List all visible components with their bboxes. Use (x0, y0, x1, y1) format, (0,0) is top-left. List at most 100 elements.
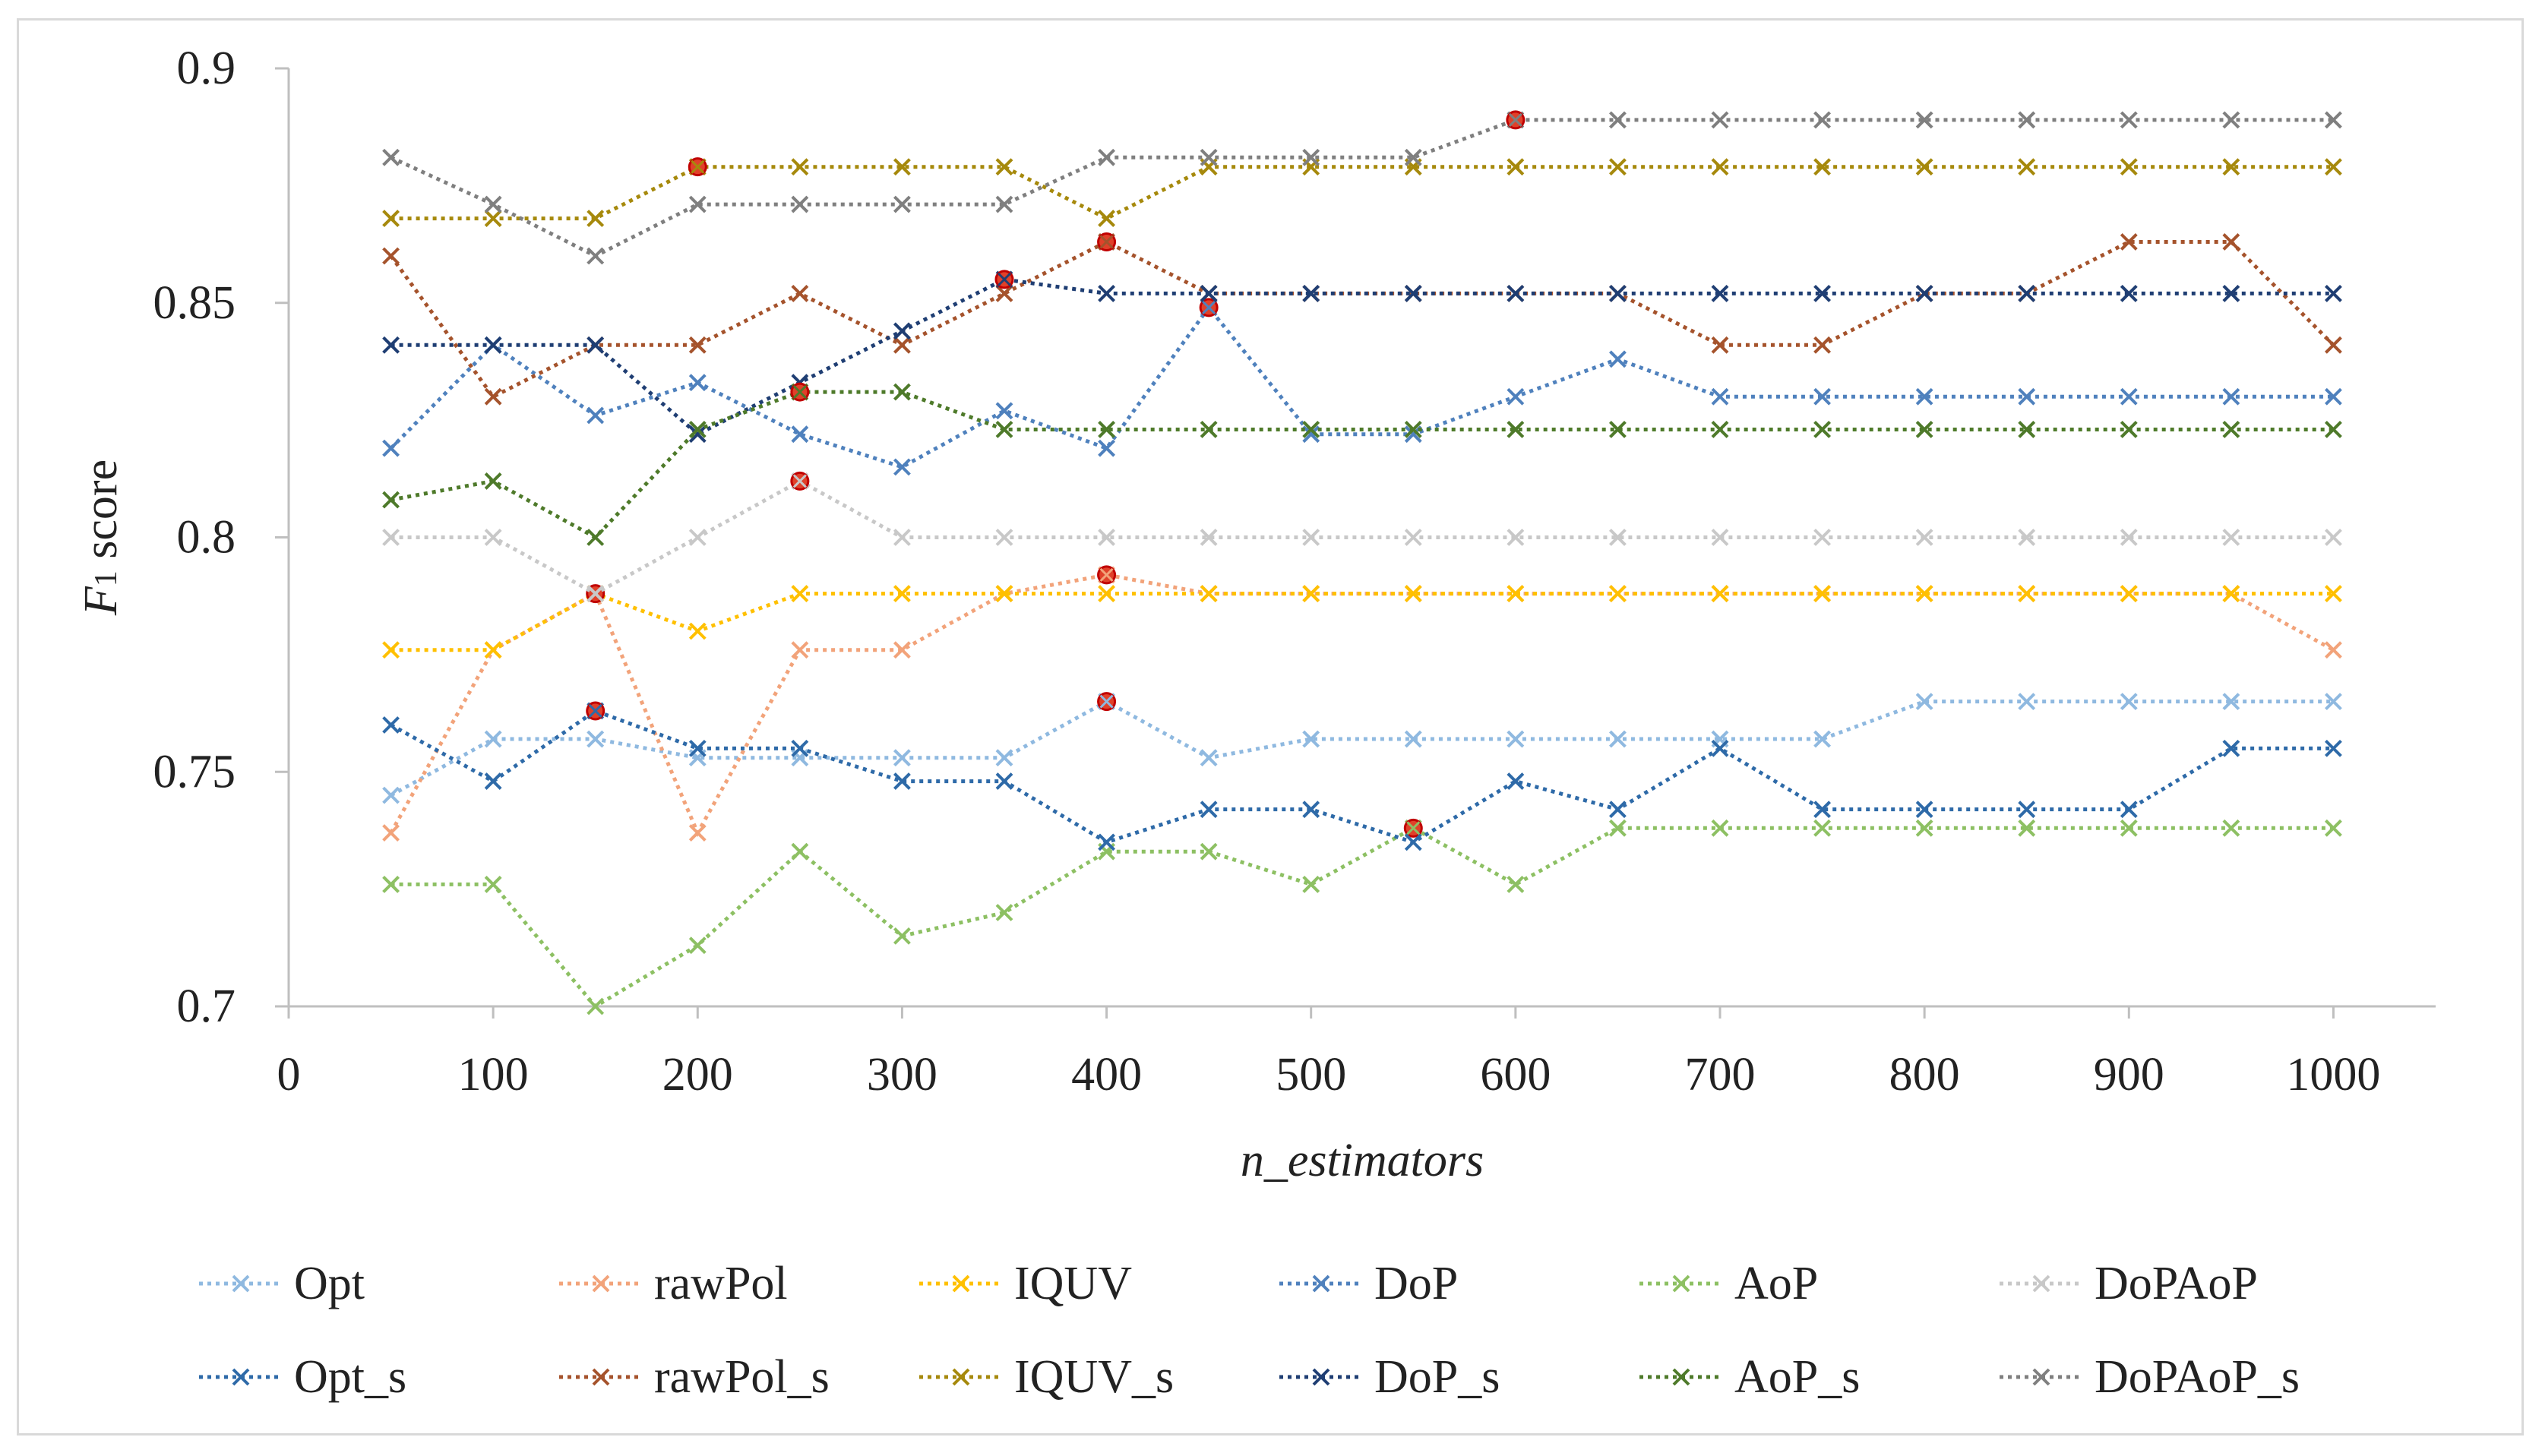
data-point (586, 247, 605, 265)
data-point (2120, 529, 2138, 546)
data-point (2120, 421, 2138, 438)
data-point (2222, 111, 2240, 129)
data-point (1915, 819, 1933, 837)
legend-entry-iquv: IQUV (919, 1258, 1132, 1309)
series-opt-s (382, 701, 2342, 851)
data-point (382, 210, 400, 228)
data-point (2120, 585, 2138, 603)
data-point (691, 159, 705, 174)
data-point (791, 739, 809, 757)
data-point (1302, 801, 1320, 819)
series-rawpol-s (382, 232, 2342, 406)
data-point (382, 491, 400, 509)
data-point (1302, 529, 1320, 546)
data-point (1507, 876, 1525, 893)
data-point (2018, 158, 2036, 176)
legend-label: DoPAoP_s (2095, 1351, 2300, 1403)
legend-entry-aop-s: AoP_s (1639, 1351, 1860, 1403)
data-point (893, 529, 911, 546)
data-point (592, 1368, 610, 1386)
data-point (1099, 235, 1114, 249)
data-point (1711, 284, 1729, 302)
series-line (390, 277, 2334, 437)
data-point (2018, 801, 2036, 819)
data-point (1507, 421, 1525, 438)
data-point (1099, 567, 1114, 582)
legend-entry-dop: DoP (1279, 1258, 1458, 1309)
data-point (688, 739, 707, 757)
data-point (688, 824, 707, 842)
data-point (2120, 233, 2138, 251)
data-point (1098, 210, 1115, 228)
data-point (893, 383, 911, 401)
data-point (1813, 529, 1831, 546)
data-point (2120, 819, 2138, 837)
data-point (2120, 801, 2138, 819)
data-point (2325, 529, 2342, 546)
data-point (2120, 158, 2138, 176)
data-point (688, 425, 707, 444)
data-point (2325, 336, 2342, 354)
data-point (688, 195, 707, 213)
data-point (1711, 158, 1729, 176)
data-point (2032, 1274, 2050, 1293)
data-point (893, 749, 911, 767)
data-point (2222, 693, 2240, 711)
data-point (586, 997, 605, 1015)
data-point (1404, 529, 1422, 546)
data-point (1098, 284, 1115, 302)
data-point (586, 730, 605, 748)
x-tick-label: 1000 (2286, 1049, 2380, 1101)
legend-label: Opt (294, 1258, 365, 1309)
data-point (1302, 876, 1320, 893)
series-dop (382, 298, 2342, 476)
data-point (1507, 585, 1525, 603)
data-point (1609, 421, 1627, 438)
data-point (484, 472, 502, 490)
data-point (893, 641, 911, 659)
series-dop-s (382, 270, 2342, 444)
data-point (1098, 833, 1115, 851)
legend-entry-rawpol: rawPol (559, 1258, 788, 1309)
y-tick-label: 0.8 (177, 512, 236, 564)
data-point (688, 529, 707, 546)
series-line (389, 239, 2335, 400)
data-point (1915, 284, 1933, 302)
data-point (1609, 158, 1627, 176)
data-point (995, 585, 1013, 603)
data-point (1915, 693, 1933, 711)
data-point (2120, 387, 2138, 406)
y-axis-title: F1 score (75, 460, 127, 616)
series-line (389, 304, 2334, 469)
data-point (484, 336, 502, 354)
data-point (2325, 819, 2342, 837)
data-point (2120, 111, 2138, 129)
data-point (688, 374, 707, 392)
data-point (1813, 819, 1831, 837)
legend-entry-dop-s: DoP_s (1279, 1351, 1500, 1403)
series-iquv (382, 584, 2342, 659)
data-point (2222, 284, 2240, 302)
data-point (1672, 1368, 1690, 1386)
data-point (688, 622, 707, 640)
series-line (390, 118, 2334, 258)
data-point (688, 936, 707, 955)
data-point (586, 210, 605, 228)
data-point (1508, 112, 1522, 127)
data-point (232, 1274, 250, 1293)
data-point (1507, 772, 1525, 791)
series-line (390, 826, 2334, 1009)
data-point (586, 529, 605, 546)
data-point (2018, 693, 2036, 711)
x-tick-label: 0 (277, 1049, 301, 1101)
data-point (382, 148, 400, 166)
data-point (2325, 693, 2342, 711)
data-point (588, 703, 602, 719)
data-point (893, 322, 911, 340)
series-line (390, 390, 2334, 540)
data-point (484, 387, 502, 406)
data-point (1200, 801, 1218, 819)
data-point (1915, 421, 1933, 438)
x-tick-label: 400 (1071, 1049, 1142, 1101)
data-point (2325, 421, 2342, 438)
